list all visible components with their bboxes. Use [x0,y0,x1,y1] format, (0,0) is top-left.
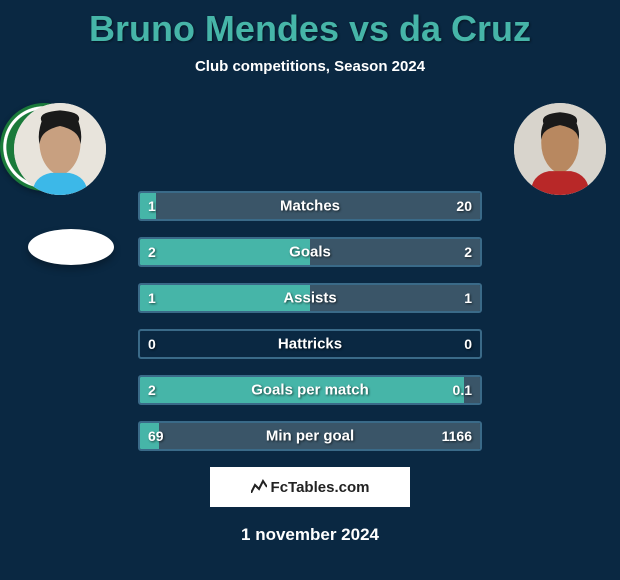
chart-icon [251,479,267,496]
bar-value-left: 1 [148,198,156,214]
bar-value-left: 0 [148,336,156,352]
page-title: Bruno Mendes vs da Cruz [0,0,620,50]
bar-value-right: 0.1 [453,382,472,398]
stat-bar-row: Goals 2 2 [138,237,482,267]
page-subtitle: Club competitions, Season 2024 [0,58,620,75]
bar-value-left: 69 [148,428,164,444]
bar-value-right: 0 [464,336,472,352]
attribution-text: FcTables.com [271,479,370,496]
date-label: 1 november 2024 [0,525,620,545]
stat-bar-row: Hattricks 0 0 [138,329,482,359]
bar-value-right: 1 [464,290,472,306]
bar-label: Hattricks [278,336,342,353]
bar-label: Goals [289,244,331,261]
bar-fill-left [140,239,310,265]
stat-bar-row: Goals per match 2 0.1 [138,375,482,405]
stats-bars: Matches 1 20 Goals 2 2 Assists 1 1 Hattricks 0 0 Goa… [138,191,482,451]
attribution-badge: FcTables.com [210,467,410,507]
avatar-placeholder-icon [14,103,106,195]
bar-value-left: 2 [148,244,156,260]
stat-bar-row: Assists 1 1 [138,283,482,313]
bar-label: Matches [280,198,340,215]
bar-label: Min per goal [266,428,354,445]
player-left-avatar [14,103,106,195]
comparison-area: GOIÁS Matches120Goals22Assists11Hattrick… [0,103,620,451]
bar-fill-right [310,239,480,265]
avatar-placeholder-icon [514,103,606,195]
club-left-logo [28,229,114,265]
bar-label: Assists [283,290,336,307]
stat-bar-row: Min per goal 69 1166 [138,421,482,451]
stat-bar-row: Matches 1 20 [138,191,482,221]
bar-value-right: 20 [456,198,472,214]
player-right-avatar [514,103,606,195]
bar-label: Goals per match [251,382,369,399]
bar-value-left: 2 [148,382,156,398]
bar-value-right: 2 [464,244,472,260]
bar-value-left: 1 [148,290,156,306]
bar-value-right: 1166 [442,428,472,444]
